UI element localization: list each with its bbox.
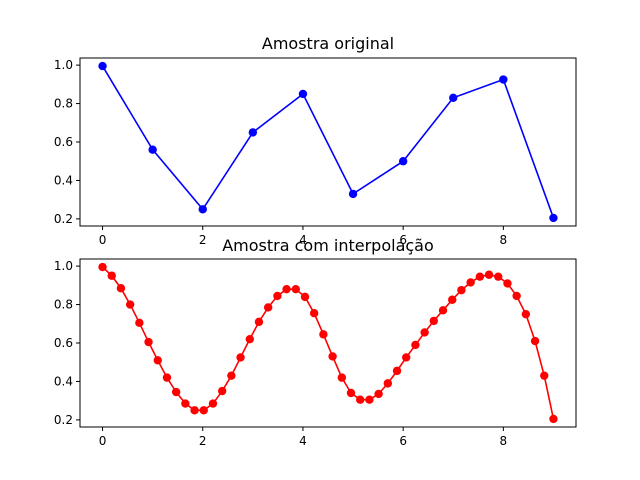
bottom-subplot: Amostra com interpolação 0 2 4 6 80.20.40.60… — [54, 236, 577, 448]
data-point — [153, 356, 162, 365]
data-point — [116, 284, 126, 293]
x-tick-label: 6 — [399, 233, 407, 247]
data-point — [475, 272, 485, 281]
series-line — [102, 266, 555, 420]
data-point — [125, 300, 135, 309]
data-point — [144, 337, 153, 347]
x-tick-label: 2 — [199, 434, 207, 448]
data-point — [254, 317, 264, 327]
data-point — [148, 145, 157, 154]
data-point — [383, 379, 393, 388]
data-point — [420, 328, 429, 337]
data-point — [198, 205, 207, 214]
y-tick-label: 0.8 — [54, 298, 73, 312]
y-tick-label: 0.6 — [54, 336, 73, 350]
top-subplot: Amostra original 0 2 4 6 8 0.2 0.4 0.6 0.8 1.0 — [54, 34, 577, 247]
x-tick-label: 4 — [299, 233, 307, 247]
data-point — [291, 284, 300, 294]
data-point — [392, 366, 402, 376]
x-tick-label: 2 — [199, 233, 207, 247]
series-layer — [98, 61, 558, 223]
data-point — [245, 334, 254, 344]
data-point — [499, 75, 508, 84]
chart-title: Amostra com interpolação — [222, 236, 434, 255]
data-point — [248, 128, 258, 137]
data-point — [300, 292, 310, 302]
y-tick-label: 0.2 — [54, 413, 73, 427]
data-point — [356, 395, 365, 404]
y-tick-label: 0.8 — [54, 97, 73, 111]
data-point — [273, 291, 282, 301]
tick-layer: 0 2 4 6 8 0.2 0.4 0.6 0.8 1.0 — [54, 58, 507, 247]
data-point — [438, 306, 448, 315]
series-layer — [98, 262, 558, 424]
data-point — [346, 388, 356, 398]
series-line — [101, 65, 555, 219]
data-point — [337, 373, 347, 382]
data-point — [298, 89, 308, 99]
x-tick-label: 0 — [99, 434, 107, 448]
data-point — [449, 93, 458, 102]
data-point — [181, 399, 190, 408]
y-tick-label: 0.6 — [54, 135, 73, 149]
data-point — [374, 389, 383, 399]
data-point — [521, 309, 531, 319]
data-point — [348, 189, 358, 199]
data-point — [309, 309, 319, 318]
data-point — [484, 270, 494, 279]
data-point — [540, 371, 549, 380]
data-point — [98, 61, 107, 71]
data-point — [411, 340, 420, 350]
data-point — [512, 291, 521, 301]
data-point — [457, 285, 466, 295]
y-tick-label: 0.4 — [54, 374, 73, 388]
data-point — [199, 406, 208, 415]
y-tick-label: 0.4 — [54, 173, 73, 187]
x-tick-label: 8 — [500, 233, 508, 247]
x-tick-label: 4 — [299, 434, 307, 448]
data-point — [190, 406, 199, 415]
data-point — [227, 371, 236, 380]
data-point — [549, 414, 558, 424]
data-point — [98, 262, 107, 272]
data-point — [503, 279, 512, 288]
data-point — [429, 316, 439, 326]
data-point — [365, 395, 374, 404]
data-point — [402, 353, 411, 362]
data-point — [162, 373, 172, 382]
data-point — [448, 295, 457, 304]
x-tick-label: 8 — [500, 434, 508, 448]
data-point — [208, 399, 218, 408]
data-point — [236, 353, 245, 362]
x-tick-label: 6 — [399, 434, 407, 448]
chart-title: Amostra original — [262, 34, 394, 53]
data-point — [530, 336, 540, 346]
data-point — [171, 387, 181, 397]
data-point — [217, 386, 227, 396]
data-point — [328, 352, 337, 361]
data-point — [494, 272, 503, 281]
data-point — [398, 157, 408, 166]
tick-layer: 0 2 4 6 8 0.2 0.4 0.6 0.8 1.0 — [54, 259, 507, 448]
data-point — [466, 278, 475, 287]
x-tick-label: 0 — [99, 233, 107, 247]
axes-frame — [79, 258, 577, 428]
y-tick-label: 0.2 — [54, 212, 73, 226]
data-point — [282, 284, 291, 294]
y-tick-label: 1.0 — [54, 58, 73, 72]
data-point — [107, 271, 116, 280]
data-point — [319, 330, 328, 339]
data-point — [549, 213, 558, 223]
y-tick-label: 1.0 — [54, 259, 73, 273]
data-point — [135, 318, 144, 328]
data-point — [263, 303, 273, 312]
